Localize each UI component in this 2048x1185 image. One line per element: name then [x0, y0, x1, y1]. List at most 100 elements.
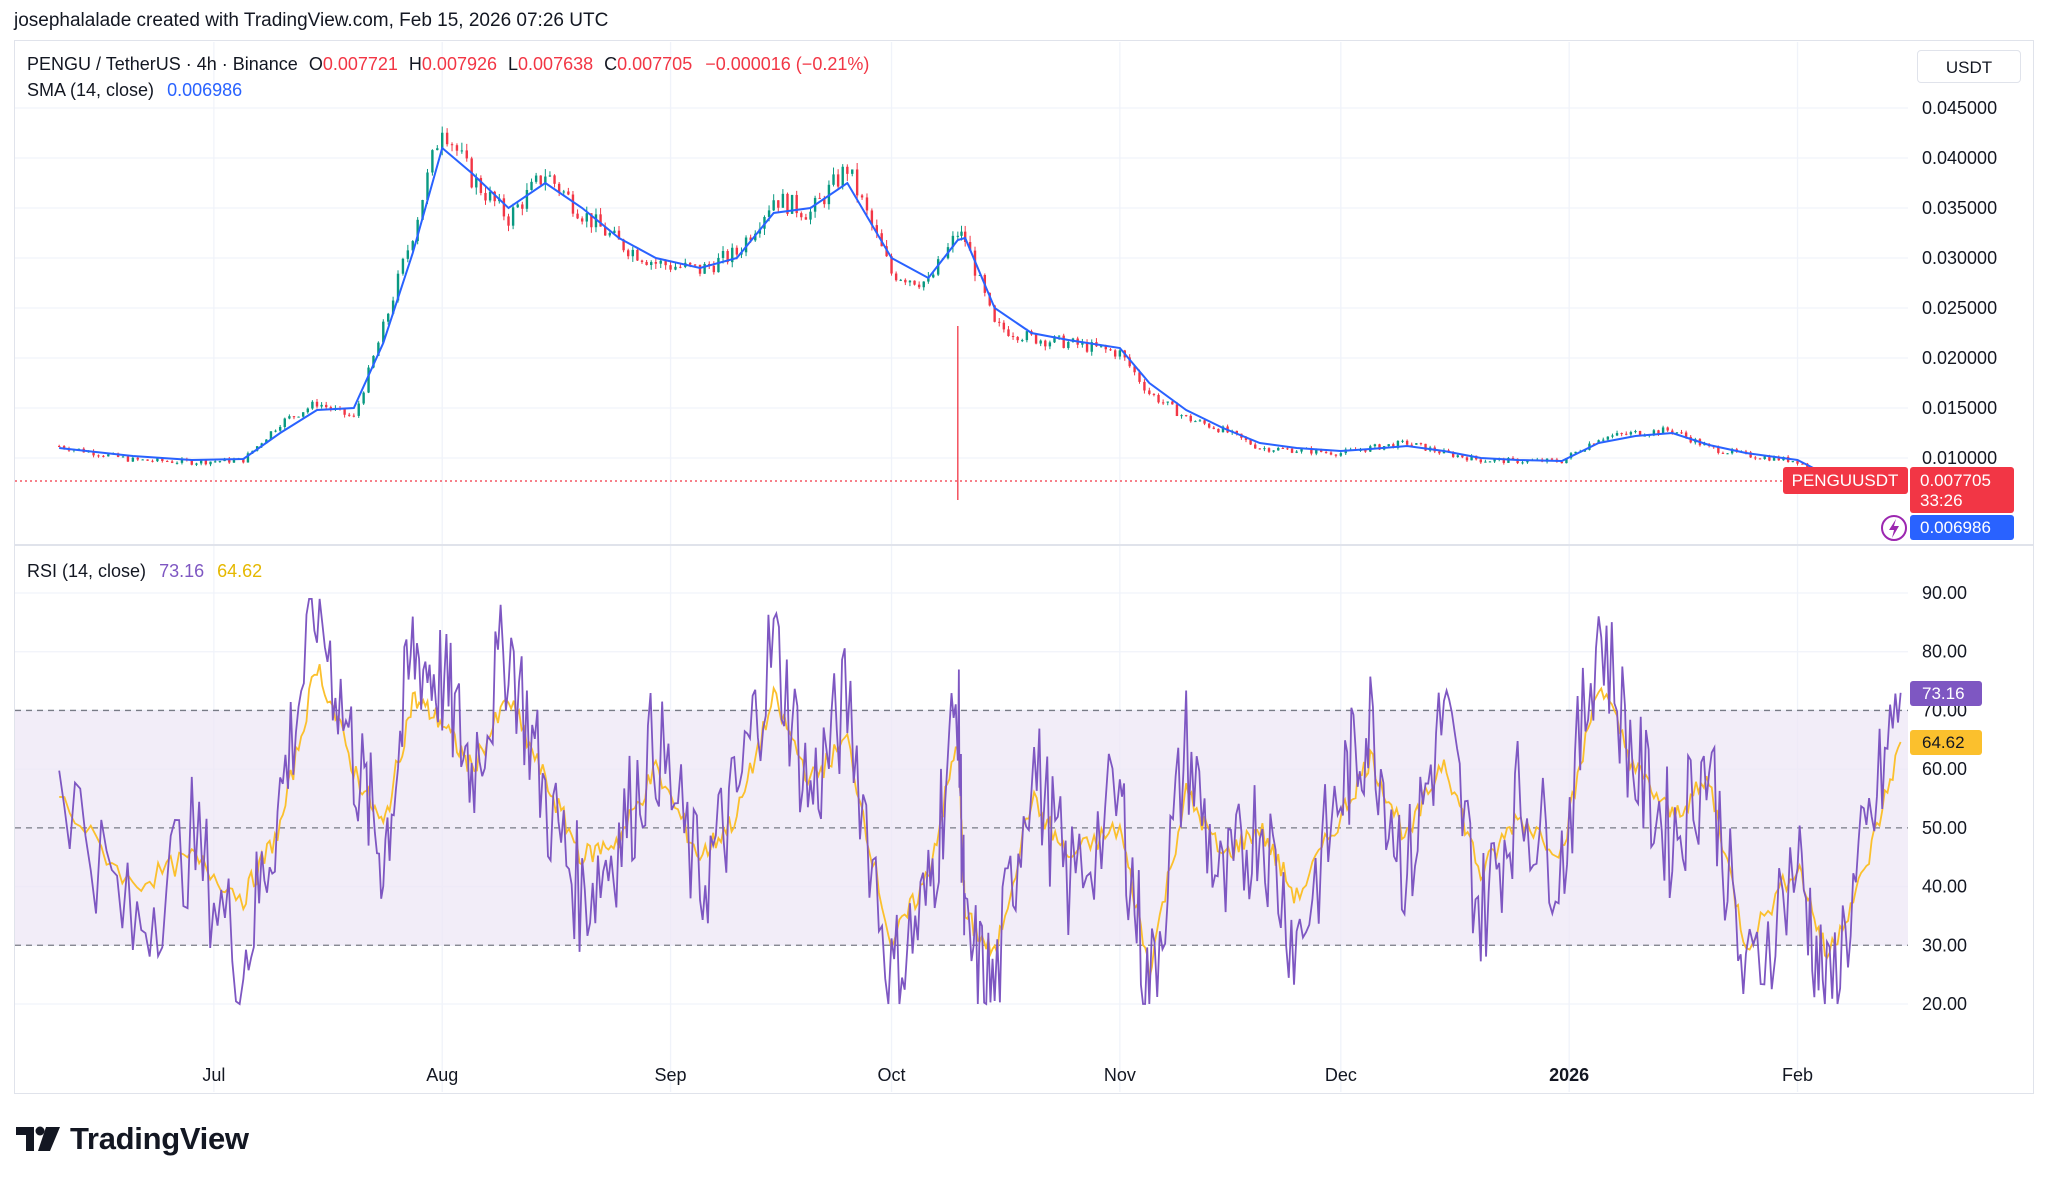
flash-icon: [1889, 519, 1899, 538]
candle-body: [436, 148, 439, 151]
candle-body: [530, 181, 533, 190]
candle-body: [1488, 461, 1492, 463]
candle-body: [1161, 402, 1165, 404]
candle-body: [411, 241, 414, 251]
tradingview-brand[interactable]: TradingView: [16, 1121, 249, 1157]
candle-body: [166, 461, 169, 463]
candle-body: [786, 193, 789, 214]
candle-body: [963, 231, 967, 242]
candle-body: [585, 213, 588, 222]
candle-body: [1703, 443, 1706, 446]
candle-body: [1717, 447, 1720, 453]
candle-body: [1634, 431, 1637, 433]
candle-body: [391, 300, 395, 314]
candle-body: [190, 460, 193, 465]
high-value: 0.007926: [421, 54, 497, 74]
candle-body: [1768, 456, 1771, 461]
candle-body: [1772, 456, 1776, 461]
candle-body: [396, 273, 400, 301]
candle-body: [1194, 421, 1197, 423]
candle-body: [57, 446, 61, 447]
candle-body: [1754, 457, 1757, 459]
price-axis: 0.045000 0.040000 0.035000 0.030000 0.025000…: [1922, 98, 1997, 468]
candle-body: [218, 461, 222, 463]
candle-body: [141, 459, 144, 461]
candle-body: [603, 226, 607, 236]
candle-body: [650, 262, 653, 265]
candle-body: [1138, 372, 1141, 382]
candle-body: [320, 404, 323, 407]
candle-body: [1574, 451, 1577, 454]
candle-body: [1212, 427, 1215, 429]
sma-legend[interactable]: SMA (14, close) 0.006986: [27, 80, 242, 101]
candle-body: [1721, 452, 1725, 454]
candle-body: [1171, 401, 1174, 405]
candle-body: [927, 277, 930, 282]
candle-body: [180, 458, 184, 463]
candle-body: [325, 404, 328, 408]
candle-body: [1189, 415, 1192, 422]
candle-body: [1666, 427, 1669, 431]
candle-body: [590, 213, 593, 228]
low-value: 0.007638: [518, 54, 594, 74]
candle-body: [232, 459, 236, 463]
candle-body: [870, 210, 874, 226]
candle-body: [1267, 448, 1271, 452]
candle-body: [131, 457, 135, 462]
candle-body: [795, 194, 798, 214]
candle-body: [781, 193, 785, 208]
currency-selector[interactable]: USDT: [1917, 50, 2021, 83]
symbol-title[interactable]: PENGU / TetherUS · 4h · Binance: [27, 54, 298, 74]
candle-body: [1456, 455, 1459, 457]
candle-body: [1638, 431, 1642, 436]
candle-body: [1148, 390, 1151, 394]
candle-body: [1484, 461, 1487, 463]
rsi-legend[interactable]: RSI (14, close) 73.16 64.62: [27, 561, 262, 582]
candle-body: [161, 458, 164, 462]
candle-body: [372, 355, 375, 368]
candle-body: [1684, 432, 1688, 437]
candle-body: [1424, 443, 1427, 451]
candle-body: [1625, 433, 1628, 435]
time-tick: Sep: [655, 1065, 687, 1085]
candle-body: [493, 191, 496, 202]
candle-body: [126, 456, 130, 462]
candle-body: [1465, 457, 1469, 461]
candle-body: [1652, 430, 1656, 435]
candle-body: [1295, 451, 1298, 453]
rsi-tick: 60.00: [1922, 759, 1967, 779]
candle-body: [617, 230, 621, 240]
candle-body: [1053, 336, 1056, 343]
candle-body: [362, 392, 365, 404]
candle-body: [557, 183, 561, 193]
candle-body: [1286, 448, 1289, 450]
open-value: 0.007721: [322, 54, 398, 74]
rsi-label: RSI (14, close): [27, 561, 147, 581]
candle-body: [1025, 331, 1029, 341]
candle-body: [1606, 436, 1610, 440]
candle-body: [1235, 430, 1238, 434]
price-badge-bg: [1910, 467, 2014, 513]
candle-body: [1470, 455, 1473, 461]
candle-body: [1479, 459, 1482, 463]
price-tick: 0.035000: [1922, 198, 1997, 218]
candle-body: [851, 169, 854, 174]
candle-body: [1180, 415, 1183, 417]
candle-body: [841, 166, 844, 187]
rsi-line: [58, 597, 1902, 1006]
candle-body: [1730, 449, 1734, 454]
time-tick: Jul: [202, 1065, 225, 1085]
rsi-tick: 30.00: [1922, 935, 1967, 955]
candle-body: [544, 176, 547, 185]
candle-body: [511, 207, 515, 226]
candle-body: [636, 249, 639, 261]
chart-frame: [14, 40, 2034, 1094]
rsi-ma-value: 64.62: [217, 561, 263, 581]
candle-body: [1175, 404, 1179, 417]
candle-body: [735, 247, 739, 255]
candle-body: [749, 237, 752, 241]
candle-body: [1339, 453, 1343, 456]
candle-body: [860, 195, 864, 198]
sma-value: 0.006986: [167, 80, 243, 100]
